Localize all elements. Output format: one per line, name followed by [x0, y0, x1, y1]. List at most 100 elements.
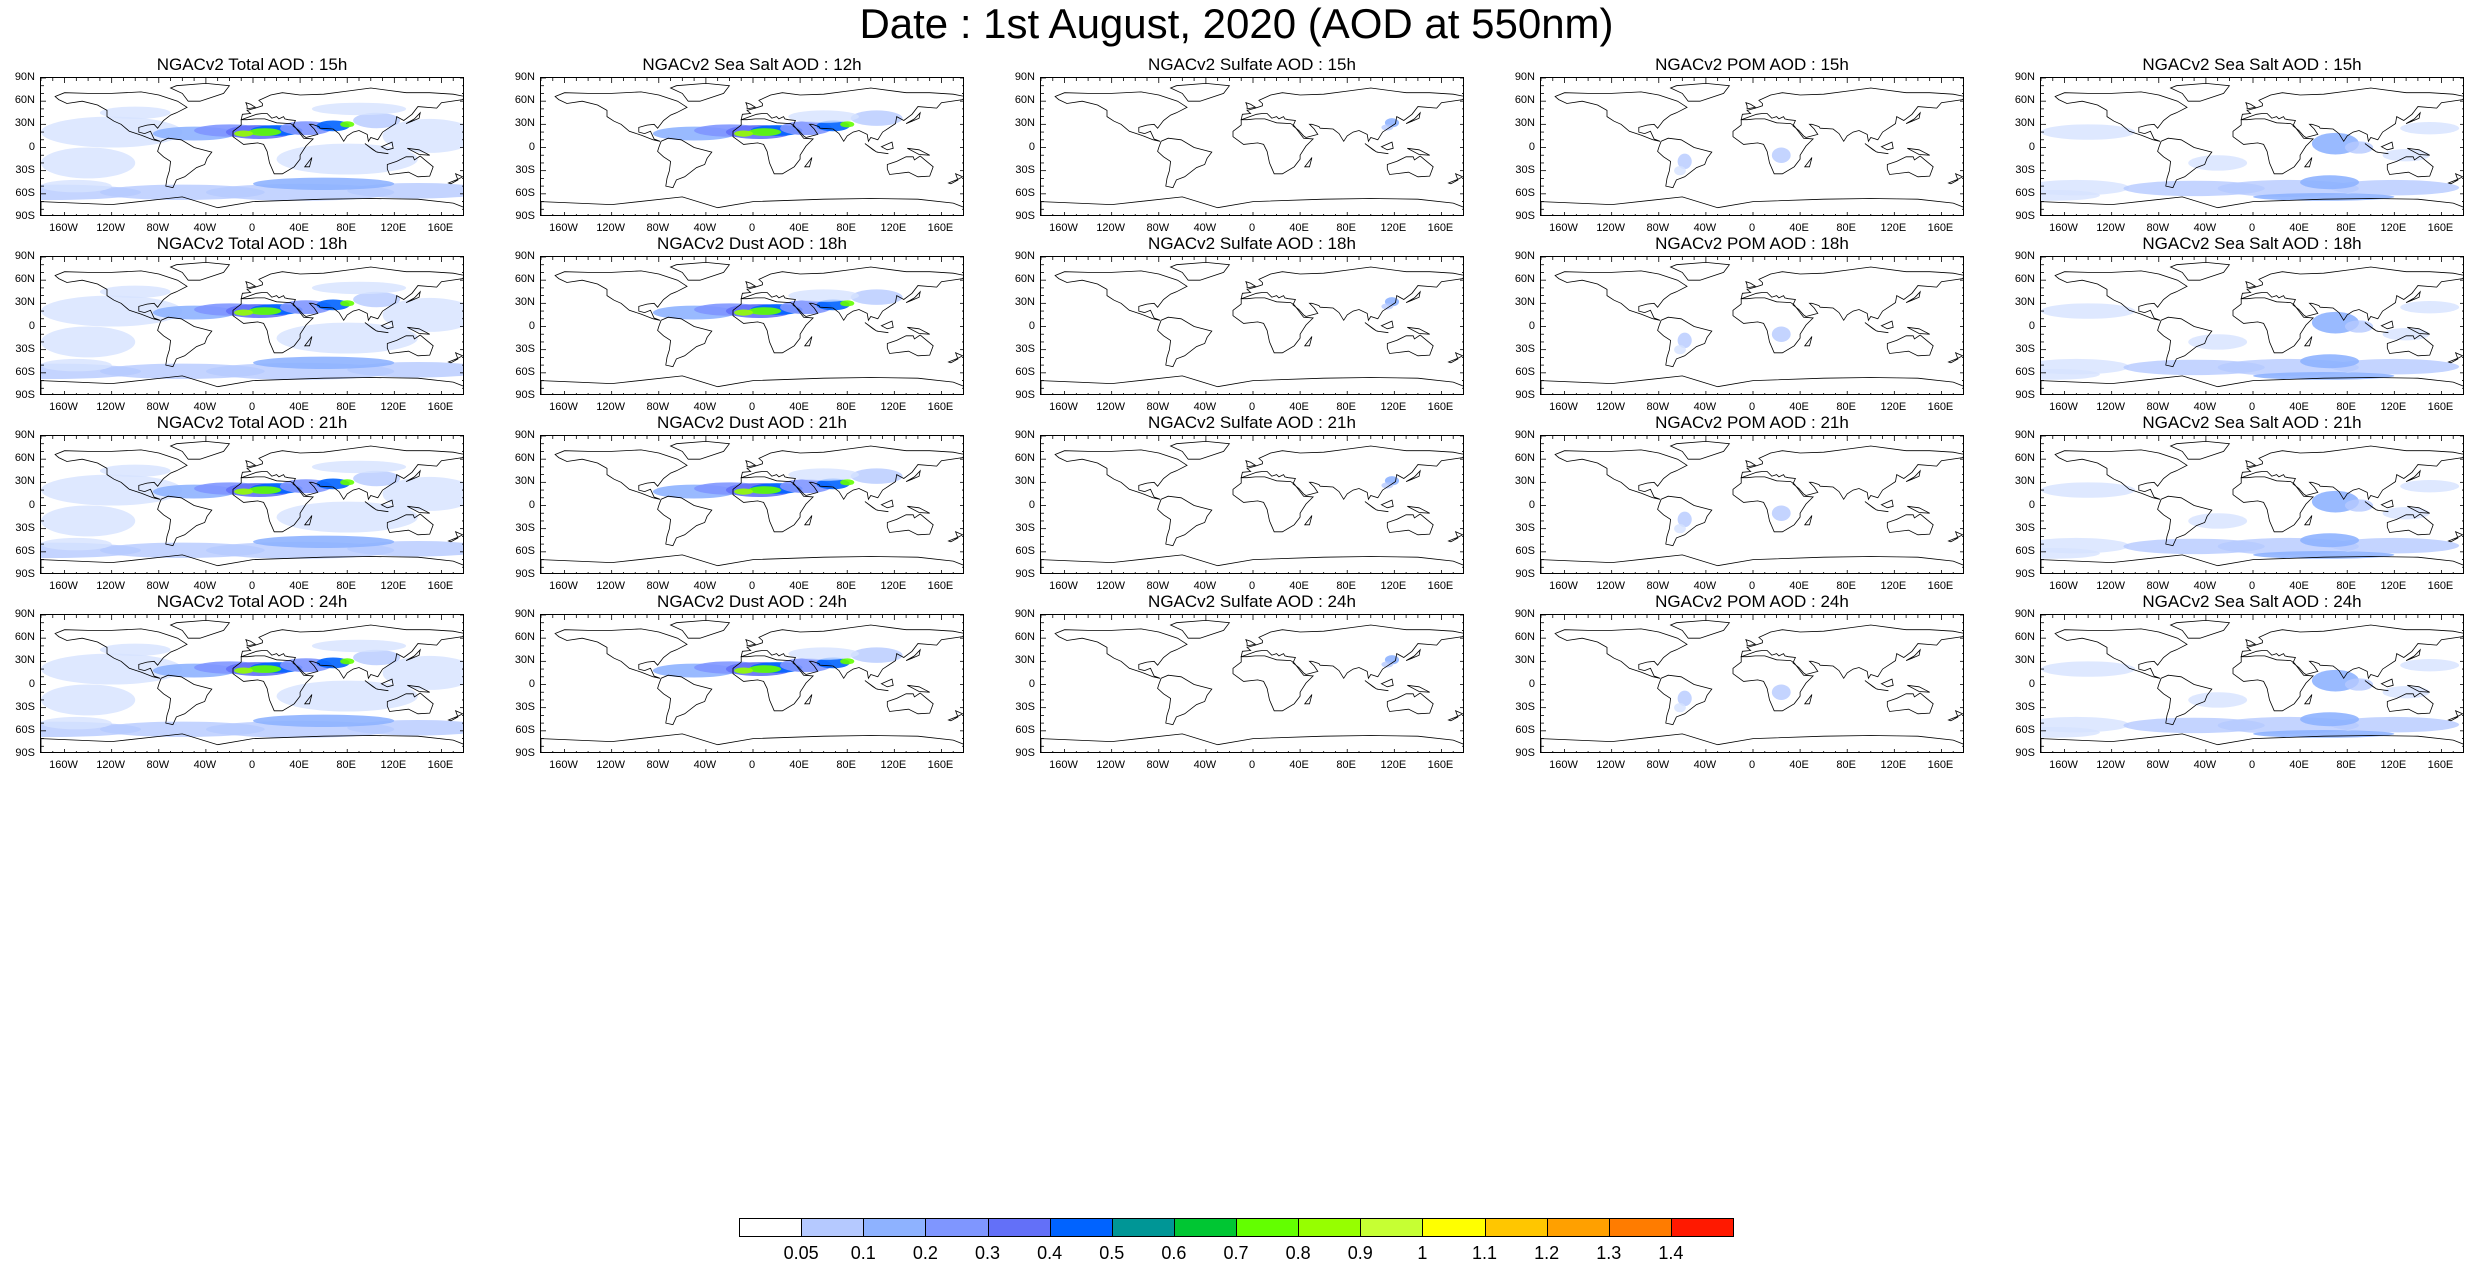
lon-label: 0: [248, 580, 256, 592]
lat-label: 0: [1528, 677, 1535, 690]
colorbar-swatch: [1111, 1218, 1175, 1237]
coastline: [2232, 476, 2315, 533]
lat-label: 90N: [14, 608, 35, 620]
lat-label: 30S: [1515, 521, 1535, 534]
lon-label: 40E: [1289, 580, 1309, 592]
coastline: [2380, 678, 2394, 688]
lat-label: 30N: [514, 296, 535, 309]
coastline: [1657, 495, 1713, 547]
coastline: [2232, 118, 2315, 175]
lon-label: 40W: [1193, 580, 1217, 592]
lon-label: 120W: [1596, 759, 1626, 771]
aod-plume: [840, 479, 855, 486]
aod-plume: [340, 121, 355, 128]
panel-title: NGACv2 Sea Salt AOD : 12h: [642, 55, 862, 74]
coastline: [907, 326, 930, 335]
lat-label: 90N: [1514, 250, 1535, 262]
lat-label: 60N: [2014, 452, 2035, 465]
coastline: [364, 143, 377, 153]
lat-label: 30S: [515, 163, 535, 176]
lon-label: 0: [748, 222, 756, 234]
lon-label: 120W: [1596, 222, 1626, 234]
lat-label: 90S: [1515, 747, 1535, 759]
map-panel: NGACv2 Sea Salt AOD : 21h 90N 60N 30N 0 30S 60…: [2015, 413, 2464, 592]
aod-plume: [41, 116, 183, 148]
coastline: [1447, 531, 1463, 543]
coastline: [1380, 141, 1394, 151]
lon-label: 80W: [1146, 580, 1170, 592]
coastline: [407, 147, 430, 156]
panel-title: NGACv2 Sea Salt AOD : 15h: [2142, 55, 2362, 74]
map-frame: [1040, 614, 1464, 753]
coastline: [1803, 515, 1813, 526]
colorbar-label: 1.3: [1596, 1243, 1622, 1263]
coastline: [245, 281, 257, 289]
lon-label: 120W: [2096, 401, 2126, 413]
lon-label: 40E: [1289, 222, 1309, 234]
coastline: [803, 694, 813, 705]
lon-label: 160E: [1927, 401, 1954, 413]
lon-label: 0: [1248, 759, 1256, 771]
aod-plume: [2041, 661, 2136, 677]
lon-label: 40W: [1693, 580, 1717, 592]
colorbar-label: 0.3: [974, 1243, 1001, 1263]
lon-label: 120E: [880, 222, 907, 234]
coastline: [1240, 87, 1463, 143]
lat-label: 30N: [14, 117, 35, 130]
lon-label: 120W: [1596, 580, 1626, 592]
lat-label: 60S: [2015, 186, 2035, 199]
aod-plume: [1771, 147, 1791, 163]
lon-label: 160E: [2427, 401, 2454, 413]
coastline: [2447, 352, 2463, 364]
colorbar-label: 0.1: [850, 1243, 876, 1263]
coastline: [732, 476, 815, 533]
coastline: [1245, 281, 1257, 289]
coastline: [232, 476, 315, 533]
coastline: [1407, 326, 1430, 335]
coastline: [2240, 87, 2463, 143]
lat-label: 60N: [514, 631, 535, 644]
lon-label: 80E: [836, 759, 856, 771]
coastline: [380, 320, 394, 330]
lon-label: 120E: [1880, 401, 1907, 413]
coastline: [1876, 509, 1889, 513]
lat-label: 90S: [515, 210, 535, 222]
lon-label: 120W: [596, 222, 626, 234]
panel-title: NGACv2 Sulfate AOD : 24h: [1148, 592, 1356, 611]
coastline: [1054, 91, 1188, 142]
lat-label: 60S: [1515, 723, 1535, 736]
map-panel: NGACv2 Sea Salt AOD : 24h 90N 60N 30N 0 30S 60…: [2015, 592, 2464, 771]
aod-plume: [840, 121, 855, 128]
map-frame: [1540, 614, 1964, 753]
coastline: [1054, 449, 1188, 500]
colorbar-swatch: [1546, 1218, 1610, 1237]
colorbar-swatch: [1670, 1218, 1734, 1237]
lon-label: 80E: [1836, 580, 1856, 592]
lon-label: 80E: [2336, 580, 2356, 592]
aod-plume: [1381, 661, 1394, 668]
lat-label: 60N: [514, 94, 535, 107]
aod-plume: [382, 118, 463, 153]
aod-plume: [311, 281, 407, 295]
lon-label: 40E: [1289, 759, 1309, 771]
coastline: [2386, 513, 2434, 536]
coastline: [1541, 733, 1963, 752]
coastline: [864, 680, 877, 690]
aod-plume: [1677, 153, 1692, 170]
lat-label: 30N: [2014, 654, 2035, 667]
coastline: [1669, 261, 1731, 281]
panel-title: NGACv2 Total AOD : 24h: [156, 592, 348, 611]
lon-label: 160E: [1927, 759, 1954, 771]
coastline: [1380, 320, 1394, 330]
lat-label: 30S: [15, 521, 35, 534]
coastline: [1740, 87, 1963, 143]
panel-title: NGACv2 Total AOD : 15h: [156, 55, 348, 74]
lon-label: 160W: [49, 401, 78, 413]
lon-label: 0: [748, 580, 756, 592]
aod-plume: [840, 658, 855, 665]
coastline: [740, 624, 963, 680]
coastline: [54, 628, 188, 679]
lat-label: 90S: [15, 568, 35, 580]
lon-label: 80W: [146, 580, 170, 592]
aod-plume: [2041, 189, 2100, 201]
